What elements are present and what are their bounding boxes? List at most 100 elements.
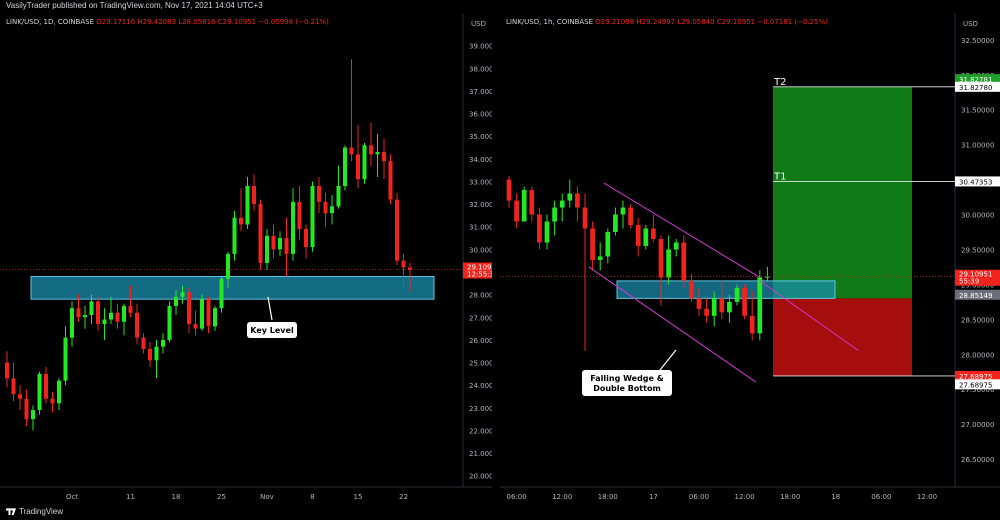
candle-body: [651, 228, 656, 239]
last-price-countdown: 12:55:39: [467, 271, 492, 279]
price-tick-label: 38.00000: [469, 65, 492, 73]
wedge-upper-line: [603, 182, 761, 278]
pattern-label-line2: Double Bottom: [593, 384, 661, 393]
candle-body: [605, 231, 611, 257]
price-tick-label: 31.50000: [961, 107, 994, 115]
stop-line-value: 27.68975: [959, 381, 992, 389]
legend-value: H29.24997: [636, 18, 677, 26]
time-tick-label: 18: [172, 493, 181, 501]
time-tick-label: 12:00: [552, 493, 572, 501]
candle-body: [323, 201, 328, 214]
support-value: 28.85149: [959, 292, 992, 300]
candle-body: [102, 319, 107, 325]
candle-body: [225, 253, 231, 279]
candle-body: [199, 299, 205, 329]
time-tick-label: 18: [831, 493, 840, 501]
candle-body: [552, 207, 557, 222]
price-tick-label: 39.00000: [469, 43, 492, 51]
price-tick-label: 30.00000: [961, 212, 994, 220]
stop-box: [773, 298, 912, 376]
price-tick-label: 26.50000: [961, 456, 994, 464]
last-price-value: 29.10951: [467, 264, 492, 272]
time-tick-label: Oct: [66, 493, 78, 501]
t1-line-tag: [955, 176, 1000, 187]
candle-body: [673, 242, 679, 250]
candle-body: [212, 308, 218, 327]
price-tick-label: 27.00000: [469, 314, 492, 322]
candle-body: [362, 145, 367, 180]
candle-body: [529, 190, 535, 215]
price-tick-label: 28.00000: [469, 292, 492, 300]
candle-body: [349, 147, 354, 155]
price-tick-label: 33.00000: [469, 178, 492, 186]
candle-body: [277, 238, 283, 250]
candle-body: [635, 224, 641, 246]
candle-body: [597, 256, 603, 260]
currency-label: USD: [471, 20, 486, 28]
legend-value: LINK/USD, 1D, COINBASE: [6, 18, 96, 26]
stop-line-tag: [955, 379, 1000, 390]
candle-body: [628, 207, 633, 225]
key-level-callout: [247, 322, 297, 338]
candle-body: [95, 301, 101, 325]
stop-axis-tag: [955, 370, 1000, 381]
candle-body: [368, 145, 374, 155]
candle-body: [17, 394, 23, 399]
tradingview-brand[interactable]: TradingView: [6, 507, 63, 516]
candle-body: [567, 193, 573, 201]
price-tick-label: 24.00000: [469, 382, 492, 390]
candle-body: [238, 217, 244, 225]
candle-body: [342, 147, 348, 186]
price-tick-label: 28.50000: [961, 316, 994, 324]
candle-body: [336, 186, 341, 207]
hourly-chart[interactable]: 26.50000 27.00000 27.50000 28.00000 28.50000…: [500, 14, 1000, 502]
t1-line-value: 30.47353: [959, 178, 992, 186]
breakout-zone: [616, 280, 836, 299]
legend-value: H29.42083: [137, 18, 178, 26]
time-tick-label: 06:00: [689, 493, 709, 501]
price-tick-label: 31.00000: [961, 142, 994, 150]
candle-body: [727, 301, 732, 313]
t2-line-value: 31.82780: [959, 84, 992, 92]
candle-body: [271, 235, 276, 250]
candle-body: [147, 348, 153, 361]
t2-axis-value: 31.82781: [959, 76, 992, 84]
legend-value: C29.10951: [218, 18, 259, 26]
target-name: T1: [773, 171, 786, 182]
price-tick-label: 23.00000: [469, 405, 492, 413]
daily-chart[interactable]: 20.00000 21.00000 22.00000 23.00000 24.00000…: [0, 14, 492, 502]
time-tick-label: 11: [126, 493, 135, 501]
tradingview-logo-icon: [6, 508, 16, 516]
legend-value: O29.21098: [595, 18, 636, 26]
time-tick-label: 8: [310, 493, 314, 501]
time-tick-label: 22: [399, 493, 408, 501]
candle-body: [582, 207, 588, 229]
symbol-legend: LINK/USD, 1D, COINBASE O29.17116 H29.420…: [6, 18, 329, 26]
candle-body: [24, 398, 29, 420]
support-tag: [955, 289, 1000, 300]
time-tick-label: 18:00: [598, 493, 618, 501]
time-tick-label: 17: [649, 493, 658, 501]
time-tick-label: 18:00: [780, 493, 800, 501]
candle-body: [121, 305, 127, 322]
candle-body: [310, 186, 315, 248]
candle-body: [56, 380, 62, 404]
candle-body: [719, 298, 725, 313]
pattern-pointer: [659, 349, 677, 371]
candle-body: [666, 249, 671, 278]
candle-body: [76, 308, 81, 318]
currency-label: USD: [963, 20, 978, 28]
price-tick-label: 37.00000: [469, 88, 492, 96]
candle-body: [544, 221, 550, 243]
candle-body: [590, 228, 595, 260]
price-tick-label: 32.00000: [469, 201, 492, 209]
candle-body: [50, 398, 55, 404]
last-price-countdown: 55:39: [959, 278, 979, 286]
symbol-legend: LINK/USD, 1h, COINBASE O29.21098 H29.249…: [506, 18, 828, 26]
target-box: [773, 86, 912, 299]
footer-bar: TradingView: [0, 504, 1000, 520]
time-tick-label: Nov: [260, 493, 274, 501]
candle-body: [297, 201, 302, 229]
last-price-tag: [955, 269, 1000, 286]
candle-body: [108, 312, 114, 320]
